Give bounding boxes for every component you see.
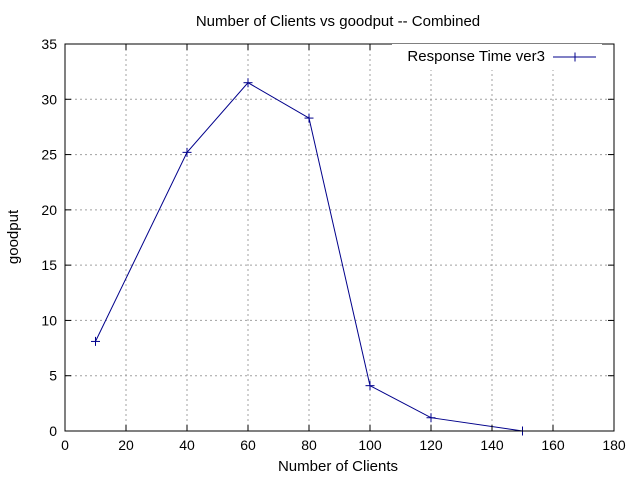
y-axis-title: goodput [5, 209, 22, 264]
y-tick-label: 15 [41, 257, 57, 273]
data-point-marker [304, 113, 314, 123]
y-tick-label: 0 [49, 423, 57, 439]
x-tick-label: 120 [419, 437, 443, 453]
y-tick-label: 35 [41, 36, 57, 52]
plot-frame [64, 43, 615, 432]
legend-marker [570, 52, 580, 62]
data-point-marker [91, 336, 100, 346]
y-tick-label: 20 [41, 202, 57, 218]
y-tick-label: 30 [41, 91, 57, 107]
x-axis-title: Number of Clients [278, 458, 398, 475]
y-tick-label: 10 [41, 312, 57, 328]
x-tick-label: 100 [358, 437, 382, 453]
chart-title: Number of Clients vs goodput -- Combined [196, 13, 480, 30]
y-tick-label: 25 [41, 147, 57, 163]
data-point-marker [426, 413, 436, 423]
x-tick-label: 80 [301, 437, 317, 453]
data-point-marker [365, 381, 375, 391]
legend: Response Time ver3 [392, 44, 602, 70]
x-tick-label: 60 [240, 437, 256, 453]
y-tick-label: 5 [49, 368, 57, 384]
x-tick-label: 140 [480, 437, 504, 453]
data-point-marker [243, 78, 253, 88]
x-tick-label: 160 [541, 437, 565, 453]
x-tick-label: 180 [602, 437, 626, 453]
data-point-marker [182, 147, 192, 157]
x-tick-label: 0 [61, 437, 69, 453]
x-tick-label: 40 [179, 437, 195, 453]
legend-label: Response Time ver3 [407, 48, 545, 65]
x-tick-label: 20 [118, 437, 134, 453]
tick-layer: 0 20 40 60 80 100 120 140 160 180 0 5 10 15 20 25 30 35 [41, 36, 625, 453]
series-layer [91, 78, 527, 436]
grid-layer [65, 44, 614, 431]
